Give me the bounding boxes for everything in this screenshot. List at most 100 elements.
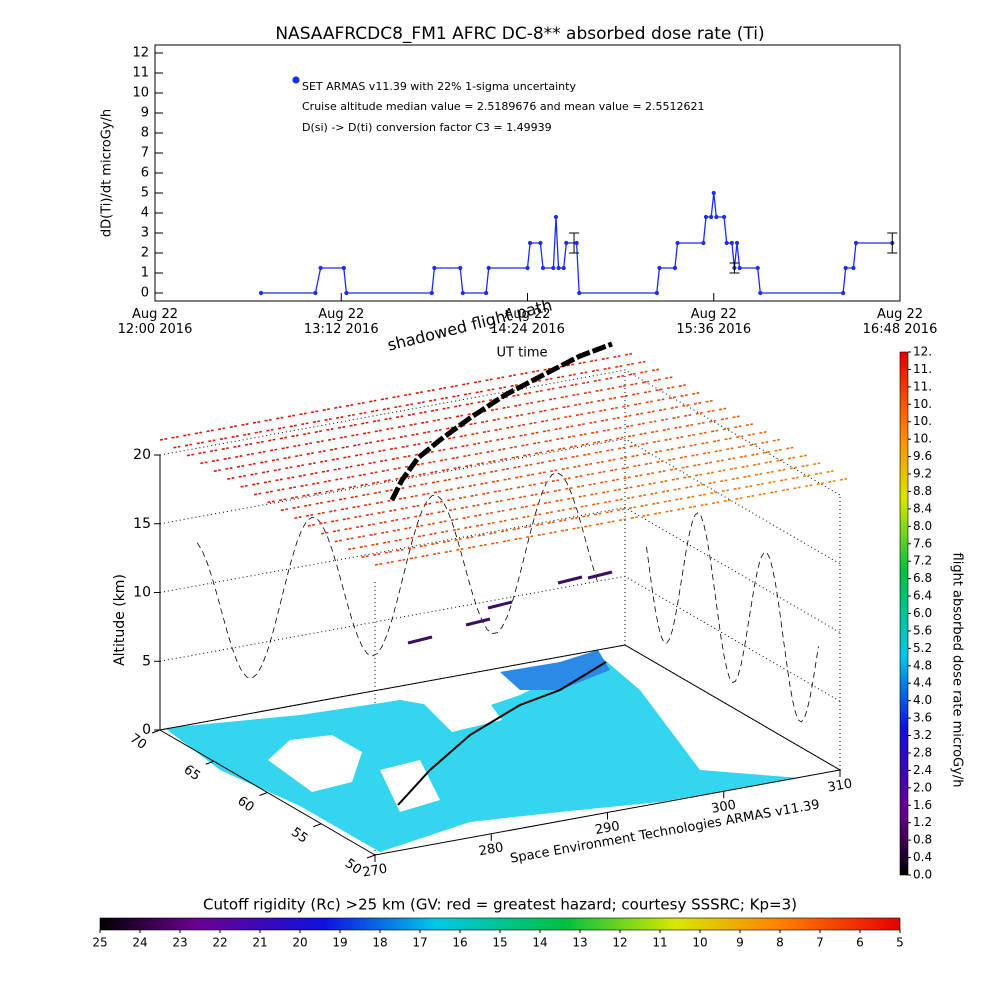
dose-dash xyxy=(517,423,525,427)
dose-dash xyxy=(759,431,767,434)
y-tick xyxy=(366,854,376,859)
colorbar-tick-label: 15 xyxy=(492,936,507,950)
dose-dash xyxy=(598,470,606,474)
dose-dash xyxy=(472,442,481,446)
dose-dash xyxy=(491,479,500,483)
dose-dash xyxy=(473,380,482,384)
dose-dash xyxy=(698,493,706,497)
data-point xyxy=(675,240,680,246)
dose-dash xyxy=(439,520,447,524)
dose-dash xyxy=(393,467,401,470)
dose-dash xyxy=(233,445,241,448)
dose-dash xyxy=(264,418,272,422)
legend-label: SET ARMAS v11.39 with 22% 1-sigma uncert… xyxy=(302,80,576,93)
dose-dash xyxy=(367,523,375,527)
ground-track xyxy=(397,661,607,806)
dose-dash xyxy=(354,453,363,457)
dose-dash xyxy=(727,457,736,461)
dose-dash xyxy=(660,480,668,483)
dose-dash xyxy=(492,418,500,422)
dose-dash xyxy=(776,458,784,462)
colorbar-tick-label: 12 xyxy=(612,936,627,950)
dose-dash xyxy=(723,499,731,503)
dose-dash xyxy=(371,543,379,546)
y-tick-label: 10 xyxy=(132,86,149,101)
data-point xyxy=(577,290,582,296)
dose-dash xyxy=(718,469,726,473)
dose-dash xyxy=(173,445,181,449)
data-point xyxy=(701,240,706,246)
dose-dash xyxy=(502,406,510,409)
dose-dash xyxy=(616,436,624,440)
dose-dash xyxy=(685,485,693,489)
dose-dash xyxy=(403,393,412,397)
dose-dash xyxy=(352,505,360,509)
dose-dash xyxy=(537,533,545,537)
dose-dash xyxy=(326,428,334,431)
dose-dash xyxy=(347,413,355,417)
dose-dash xyxy=(498,386,507,390)
colorbar-tick-label: 21 xyxy=(252,936,267,950)
dose-dash xyxy=(434,428,442,432)
dose-dash xyxy=(689,443,697,447)
dose-dash xyxy=(741,465,749,468)
dose-dash xyxy=(404,526,412,530)
dose-dash xyxy=(669,467,678,471)
dose-dash xyxy=(430,408,439,412)
dose-dash xyxy=(246,452,254,456)
dose-dash xyxy=(386,427,394,431)
data-point xyxy=(703,214,709,220)
dose-dash xyxy=(651,368,660,372)
dose-dash xyxy=(427,389,435,392)
dose-dash xyxy=(632,392,640,396)
dose-dash xyxy=(476,462,484,466)
dose-dash xyxy=(373,491,382,495)
dose-dash xyxy=(706,471,714,475)
dose-dash xyxy=(684,414,692,417)
dose-dash xyxy=(382,407,390,411)
dose-dash xyxy=(306,452,314,456)
dose-dash xyxy=(456,548,464,551)
dose-dash xyxy=(593,512,602,516)
colorbar-tick-label: 2.0 xyxy=(913,780,932,794)
dose-dash xyxy=(314,430,322,434)
dose-dash xyxy=(493,489,501,493)
x-tick-label: 310 xyxy=(826,776,853,795)
land xyxy=(165,656,800,852)
data-point xyxy=(429,290,434,296)
dose-dash xyxy=(382,540,391,544)
y-tick xyxy=(313,823,322,828)
dose-dash xyxy=(591,369,600,373)
dose-dash xyxy=(421,421,429,424)
dose-dash xyxy=(514,404,522,407)
dose-dash xyxy=(507,497,515,501)
dose-dash xyxy=(452,394,460,398)
dose-dash xyxy=(558,385,567,389)
dose-dash xyxy=(280,508,289,512)
dose-dash xyxy=(729,467,738,471)
dose-dash xyxy=(328,438,336,441)
dose-dash xyxy=(348,485,357,489)
dose-dash xyxy=(529,421,537,425)
dose-dash xyxy=(673,487,681,491)
dose-dash xyxy=(650,492,658,495)
dose-dash xyxy=(277,488,285,492)
colorbar-tick-label: 8.4 xyxy=(913,501,932,515)
dose-dash xyxy=(200,461,208,465)
colorbar-tick-label: 20 xyxy=(292,936,307,950)
dose-dash xyxy=(456,486,465,490)
data-point xyxy=(672,265,678,271)
dose-dash xyxy=(399,435,407,439)
y-tick-label: 60 xyxy=(234,794,256,816)
dose-dash xyxy=(693,463,701,467)
dose-dash xyxy=(619,456,628,460)
dose-dash xyxy=(369,533,377,536)
colorbar-tick-label: 0.4 xyxy=(913,850,932,864)
x-tick-label: Aug 22 12:00 2016 xyxy=(117,307,193,337)
dose-dash xyxy=(359,411,367,415)
colorbar-tick-label: 3.2 xyxy=(913,728,932,742)
dose-dash xyxy=(372,419,381,423)
dose-dash xyxy=(580,371,588,375)
dose-dash xyxy=(455,476,463,480)
dose-dash xyxy=(475,390,483,394)
